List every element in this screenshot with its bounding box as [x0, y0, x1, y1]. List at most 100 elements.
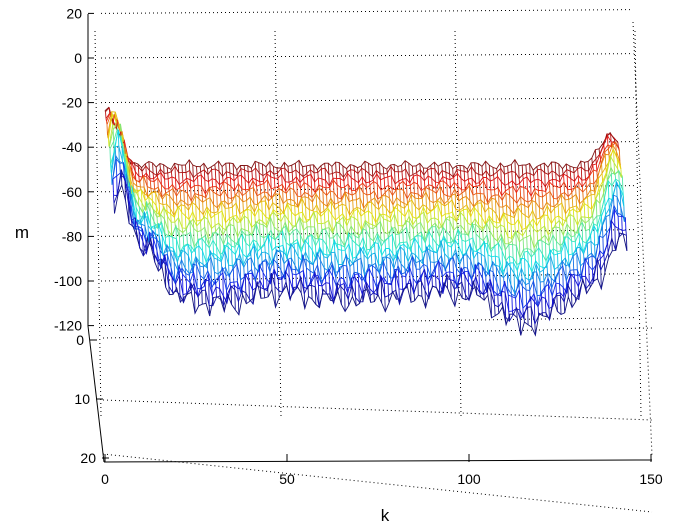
mesh-column	[409, 185, 412, 193]
mesh-column	[210, 211, 212, 219]
mesh-column	[109, 146, 111, 149]
mesh-column	[250, 257, 253, 270]
mesh-column	[339, 277, 341, 286]
mesh-column	[470, 216, 472, 226]
mesh-column	[467, 271, 469, 283]
mesh-column	[360, 216, 362, 231]
mesh-column	[549, 249, 552, 257]
mesh-column	[581, 276, 583, 281]
mesh-column	[157, 260, 159, 272]
mesh-column	[233, 174, 235, 181]
mesh-column	[228, 218, 231, 222]
mesh-column	[354, 277, 357, 298]
mesh-column	[446, 242, 449, 246]
mesh-column	[368, 173, 370, 183]
mesh-column	[231, 265, 234, 269]
k-gridline	[94, 30, 102, 417]
mesh-column	[259, 280, 261, 288]
mesh-column	[355, 297, 357, 306]
mesh-column	[305, 206, 307, 221]
mesh-column	[389, 213, 391, 219]
mesh-column	[165, 192, 167, 194]
mesh-column	[605, 216, 608, 234]
mesh-column	[501, 200, 504, 208]
mesh-column	[365, 230, 368, 250]
mesh-column	[283, 211, 286, 215]
mesh-column	[331, 261, 333, 265]
mesh-column	[297, 242, 299, 257]
mesh-column	[428, 184, 430, 190]
mesh-column	[458, 200, 460, 211]
mesh-column	[161, 235, 164, 255]
mesh-column	[302, 166, 304, 177]
mesh-column	[317, 223, 319, 240]
mesh-column	[184, 215, 187, 229]
mesh-column	[293, 242, 295, 245]
mesh-column	[570, 178, 572, 190]
mesh-column	[321, 178, 323, 187]
mesh-column	[507, 236, 509, 244]
mesh-column	[612, 148, 615, 151]
mesh-column	[533, 180, 536, 189]
mesh-column	[246, 200, 248, 209]
mesh-column	[582, 279, 584, 281]
mesh-column	[603, 254, 605, 262]
mesh-column	[591, 253, 593, 256]
mesh-column	[388, 248, 391, 254]
mesh-column	[326, 206, 328, 208]
mesh-column	[309, 219, 312, 227]
mesh-column	[561, 202, 563, 220]
mesh-column	[362, 237, 364, 247]
mesh-column	[366, 249, 368, 257]
mesh-column	[242, 201, 244, 212]
mesh-column	[353, 272, 356, 275]
mesh-column	[306, 221, 308, 227]
mesh-column	[595, 163, 598, 172]
mesh-column	[441, 264, 443, 277]
mesh-column	[534, 188, 536, 193]
mesh-column	[306, 175, 309, 185]
mesh-column	[176, 257, 178, 263]
mesh-column	[267, 179, 269, 194]
mesh-column	[401, 165, 403, 172]
mesh-column	[474, 172, 477, 184]
mesh-column	[351, 190, 353, 196]
mesh-column	[324, 273, 327, 283]
mesh-column	[388, 188, 390, 198]
mesh-column	[483, 180, 485, 195]
x-tick-label: 0	[101, 471, 109, 487]
mesh-column	[278, 290, 280, 298]
mesh-column	[252, 187, 255, 204]
mesh-column	[229, 274, 231, 283]
mesh-column	[558, 163, 560, 177]
mesh-column	[545, 191, 547, 195]
mesh-column	[461, 239, 463, 255]
mesh-column	[352, 209, 355, 212]
mesh-column	[255, 179, 258, 187]
mesh-column	[394, 269, 396, 272]
mesh-column	[173, 251, 175, 263]
mesh-column	[535, 219, 538, 226]
mesh-column	[406, 227, 408, 242]
mesh-column	[623, 206, 625, 222]
mesh-column	[297, 256, 300, 273]
mesh-column	[165, 193, 168, 205]
mesh-column	[585, 288, 588, 294]
mesh-column	[497, 294, 499, 307]
mesh-column	[210, 257, 212, 279]
mesh-column	[178, 229, 180, 238]
mesh-column	[296, 195, 299, 207]
mesh-column	[305, 251, 307, 260]
mesh-column	[426, 247, 428, 267]
mesh-column	[337, 197, 339, 203]
mesh-column	[108, 138, 110, 147]
mesh-column	[201, 290, 203, 305]
mesh-column	[417, 194, 420, 199]
mesh-column	[372, 228, 374, 241]
mesh-column	[185, 278, 188, 294]
mesh-column	[300, 249, 302, 253]
mesh-column	[167, 216, 169, 231]
mesh-column	[510, 224, 513, 239]
mesh-column	[310, 233, 313, 236]
mesh-column	[112, 129, 115, 142]
